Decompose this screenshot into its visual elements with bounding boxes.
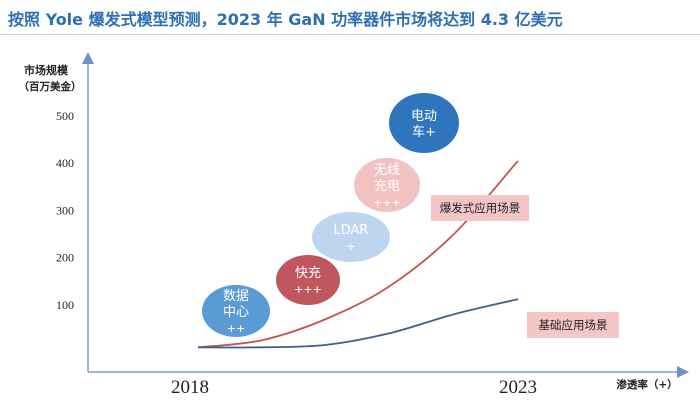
- bubble-label: 车+: [412, 124, 436, 140]
- bubble-label: 中心: [223, 305, 249, 320]
- series-line-explosive: [197, 160, 519, 349]
- y-tick-label: 500: [56, 109, 74, 123]
- bubble-label: 快充: [295, 265, 321, 281]
- x-tick-label: 2023: [499, 377, 537, 398]
- x-axis-label: 渗透率（+）: [616, 378, 677, 391]
- title-divider: [0, 34, 700, 35]
- y-axis-label-line1: 市场规模: [24, 63, 69, 77]
- y-tick-label: 200: [56, 251, 74, 265]
- series-label: 爆发式应用场景: [440, 201, 521, 215]
- bubble-label: +: [346, 240, 355, 253]
- bubble: [312, 212, 390, 262]
- y-axis-label-line2: （百万美金）: [19, 80, 82, 93]
- bubble: [354, 158, 420, 212]
- y-tick-label: 100: [56, 298, 74, 312]
- bubble-label: ++: [227, 322, 245, 335]
- page-title: 按照 Yole 爆发式模型预测，2023 年 GaN 功率器件市场将达到 4.3…: [8, 10, 563, 29]
- x-tick-label: 2018: [171, 377, 209, 398]
- bubble-label: 无线: [374, 163, 400, 178]
- bubble: [389, 93, 459, 153]
- y-tick-labels: 100 200 300 400 500: [56, 109, 74, 312]
- bubble: [202, 285, 270, 337]
- bubble-label: +++: [294, 283, 322, 296]
- bubble-label: 电动: [411, 109, 437, 124]
- bubble-label: 数据: [223, 289, 249, 304]
- bubble-label: +++: [373, 196, 401, 209]
- bubble-label: 充电: [374, 178, 400, 194]
- series-line-basic: [197, 298, 519, 349]
- bubble-label: LDAR: [334, 223, 369, 238]
- series-label-box: [527, 312, 619, 338]
- bubble: [276, 255, 340, 305]
- series-label-box: [431, 195, 529, 221]
- y-tick-label: 400: [56, 156, 74, 170]
- y-tick-label: 300: [56, 203, 74, 217]
- x-tick-labels: 2018 2023: [171, 377, 537, 398]
- series-label: 基础应用场景: [539, 318, 608, 332]
- series-lines: [197, 160, 519, 349]
